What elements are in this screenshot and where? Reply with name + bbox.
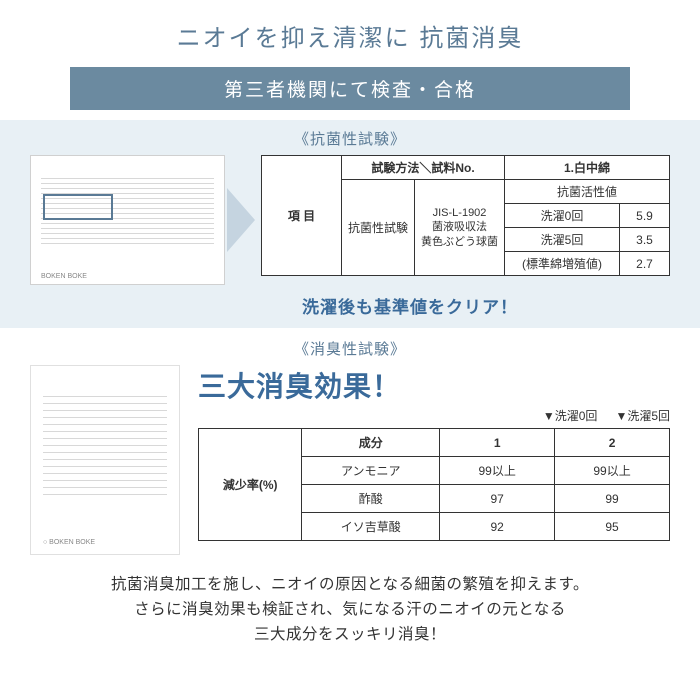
- section1-body: BOKEN BOKE 項 目 試験方法＼試料No. 1.白中綿 抗菌性試験 JI…: [30, 155, 670, 285]
- cell: 抗菌活性値: [505, 180, 670, 204]
- cell: 洗濯5回: [505, 228, 620, 252]
- cell: イソ吉草酸: [302, 513, 440, 541]
- legend-item: ▼洗濯5回: [615, 407, 670, 424]
- cell: 洗濯0回: [505, 204, 620, 228]
- footer-line: 三大成分をスッキリ消臭！: [254, 626, 446, 643]
- cell: 酢酸: [302, 485, 440, 513]
- cell-test-name: 項 目: [262, 156, 342, 276]
- zoom-connector-icon: [227, 188, 255, 252]
- report-thumbnail-1: BOKEN BOKE: [30, 155, 225, 285]
- section2-body: ○ BOKEN BOKE 三大消臭効果！ ▼洗濯0回 ▼洗濯5回 減少率(%) …: [30, 365, 670, 555]
- cell: アンモニア: [302, 457, 440, 485]
- antibacterial-table: 項 目 試験方法＼試料No. 1.白中綿 抗菌性試験 JIS-L-1902 菌液…: [261, 155, 670, 276]
- section-antibacterial: 《抗菌性試験》 BOKEN BOKE 項 目 試験方法＼試料No. 1.: [0, 120, 700, 328]
- page: ニオイを抑え清潔に 抗菌消臭 第三者機関にて検査・合格 《抗菌性試験》 BOKE…: [0, 0, 700, 700]
- cell: 3.5: [620, 228, 670, 252]
- method-line: 菌液吸収法: [432, 221, 487, 233]
- deodorant-table: 減少率(%) 成分 1 2 アンモニア 99以上 99以上 酢酸 97 99: [198, 428, 670, 541]
- cell-header: 試験方法＼試料No.: [342, 156, 505, 180]
- footer-line: 抗菌消臭加工を施し、ニオイの原因となる細菌の繁殖を抑えます。: [111, 576, 589, 593]
- legend-item: ▼洗濯0回: [543, 407, 598, 424]
- table-row: 減少率(%) 成分 1 2: [199, 429, 670, 457]
- cell: (標準綿増殖値): [505, 252, 620, 276]
- cell: 抗菌性試験: [342, 180, 415, 276]
- table-row: 項 目 試験方法＼試料No. 1.白中綿: [262, 156, 670, 180]
- doc-logos: ○ BOKEN BOKE: [43, 539, 95, 546]
- cell-header: 成分: [302, 429, 440, 457]
- cell-header: 2: [555, 429, 670, 457]
- cell-header: 1: [440, 429, 555, 457]
- cell: 97: [440, 485, 555, 513]
- section2-right: 三大消臭効果！ ▼洗濯0回 ▼洗濯5回 減少率(%) 成分 1 2 アンモニア …: [198, 365, 670, 555]
- doc-caption: BOKEN BOKE: [41, 273, 87, 280]
- highlight-box: [43, 194, 113, 220]
- section1-title: 《抗菌性試験》: [30, 128, 670, 149]
- cell: 99: [555, 485, 670, 513]
- headline: ニオイを抑え清潔に 抗菌消臭: [0, 0, 700, 67]
- method-line: JIS-L-1902: [433, 207, 487, 219]
- cell: 2.7: [620, 252, 670, 276]
- cell: 99以上: [440, 457, 555, 485]
- cell: 99以上: [555, 457, 670, 485]
- certification-band: 第三者機関にて検査・合格: [70, 67, 630, 110]
- cell-rowlabel: 減少率(%): [199, 429, 302, 541]
- footer-line: さらに消臭効果も検証され、気になる汗のニオイの元となる: [134, 601, 566, 618]
- big-title: 三大消臭効果！: [198, 365, 670, 405]
- section1-note: 洗濯後も基準値をクリア！: [30, 293, 670, 318]
- cell-method: JIS-L-1902 菌液吸収法 黄色ぶどう球菌: [415, 180, 505, 276]
- cell: 5.9: [620, 204, 670, 228]
- footer-text: 抗菌消臭加工を施し、ニオイの原因となる細菌の繁殖を抑えます。 さらに消臭効果も検…: [0, 561, 700, 647]
- cell-header: 1.白中綿: [505, 156, 670, 180]
- cell: 95: [555, 513, 670, 541]
- section-deodorant: 《消臭性試験》 ○ BOKEN BOKE 三大消臭効果！ ▼洗濯0回 ▼洗濯5回: [0, 328, 700, 561]
- legend: ▼洗濯0回 ▼洗濯5回: [198, 407, 670, 424]
- cell: 92: [440, 513, 555, 541]
- section2-title: 《消臭性試験》: [30, 338, 670, 359]
- report-thumbnail-2: ○ BOKEN BOKE: [30, 365, 180, 555]
- method-line: 黄色ぶどう球菌: [421, 236, 498, 248]
